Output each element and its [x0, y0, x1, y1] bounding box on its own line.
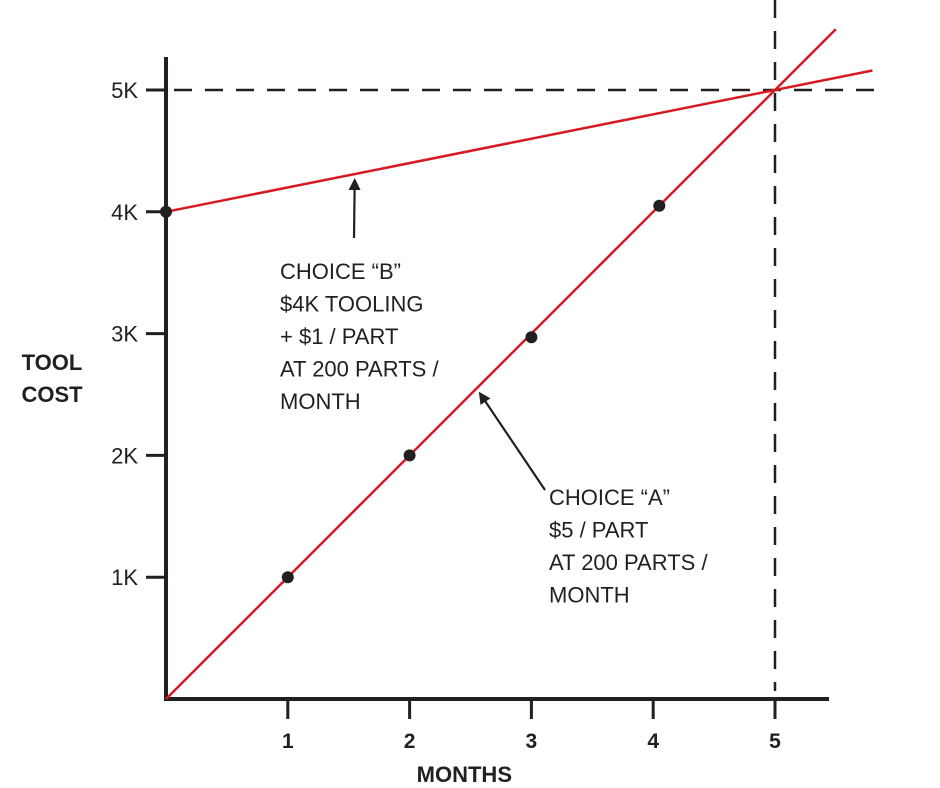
x-tick-label-3: 3 — [526, 730, 538, 753]
y-axis-title-line-1: TOOL — [22, 350, 83, 375]
choice-a-line — [165, 28, 837, 700]
choice-a-annotation-line-1: CHOICE “A” — [549, 485, 670, 510]
axis-labels: 1K 2K 3K 4K 5K 1 2 3 4 5 MONTHS TOOL COST — [21, 78, 781, 787]
y-tick-label-5: 5K — [111, 78, 138, 103]
choice-a-point-1 — [281, 571, 294, 584]
y-tick-label-2: 2K — [111, 443, 138, 468]
y-tick-label-3: 3K — [111, 322, 138, 347]
y-tick-label-1: 1K — [111, 565, 138, 590]
axes — [146, 57, 829, 719]
choice-a-point-4 — [653, 199, 666, 212]
data-points — [160, 199, 666, 584]
x-tick-label-2: 2 — [404, 730, 416, 753]
choice-b-annotation-line-2: $4K TOOLING — [280, 292, 423, 317]
choice-b-point-1 — [160, 205, 172, 218]
choice-b-annotation-line-3: + $1 / PART — [280, 324, 398, 349]
choice-a-point-2 — [403, 449, 416, 462]
x-tick-label-4: 4 — [647, 730, 659, 753]
reference-lines — [174, 0, 880, 691]
choice-a-annotation-line-4: MONTH — [549, 583, 630, 608]
y-axis-title-line-2: COST — [21, 382, 83, 407]
choice-a-annotation-line-2: $5 / PART — [549, 518, 648, 543]
x-axis-title: MONTHS — [417, 762, 512, 787]
choice-b-annotation-line-1: CHOICE “B” — [280, 259, 401, 284]
choice-a-annotation-arrow — [478, 391, 546, 491]
y-tick-label-4: 4K — [111, 200, 138, 225]
choice-b-annotation-arrow — [348, 178, 361, 239]
choice-b-annotation-line-4: AT 200 PARTS / — [280, 357, 439, 382]
choice-a-annotation-line-3: AT 200 PARTS / — [549, 550, 708, 575]
x-tick-label-1: 1 — [282, 730, 294, 753]
x-tick-label-5: 5 — [769, 730, 781, 753]
choice-b-line — [165, 69, 873, 214]
annotations: CHOICE “B” $4K TOOLING + $1 / PART AT 200 P… — [280, 178, 708, 608]
series-lines — [165, 28, 873, 700]
choice-b-annotation-line-5: MONTH — [280, 389, 361, 414]
choice-a-point-3 — [525, 331, 538, 344]
